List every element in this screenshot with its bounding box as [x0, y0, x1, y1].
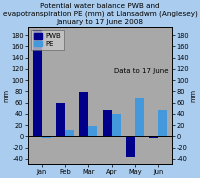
Bar: [88, 126, 97, 136]
Bar: [79, 92, 88, 136]
Bar: [135, 98, 144, 136]
Bar: [149, 136, 158, 138]
Bar: [112, 114, 121, 136]
Bar: [56, 103, 65, 136]
Bar: [33, 30, 42, 136]
Bar: [126, 136, 135, 157]
Y-axis label: mm: mm: [3, 89, 9, 102]
Bar: [65, 130, 74, 136]
Bar: [42, 136, 51, 138]
Bar: [158, 110, 167, 136]
Bar: [103, 110, 112, 136]
Text: Data to 17 June: Data to 17 June: [114, 68, 169, 74]
Title: Potential water balance PWB and
evapotranspiration PE (mm) at Llansadwm (Anglese: Potential water balance PWB and evapotra…: [3, 4, 197, 25]
Legend: PWB, PE: PWB, PE: [31, 30, 64, 50]
Y-axis label: mm: mm: [191, 89, 197, 102]
